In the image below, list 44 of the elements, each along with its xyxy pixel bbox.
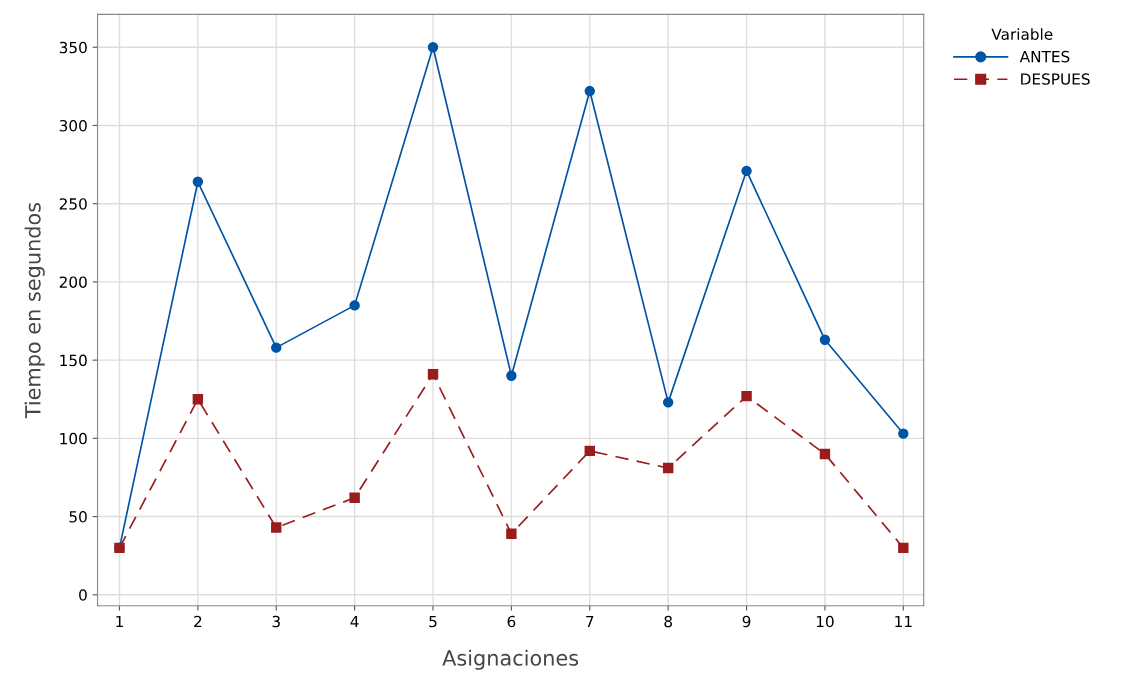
x-tick-label: 2 [194,615,202,628]
y-tick-label: 300 [59,119,87,132]
point [349,300,360,311]
x-tick-label: 6 [507,615,516,628]
x-axis-title: Asignaciones [442,649,579,670]
point [898,428,909,439]
legend-title: Variable [991,28,1053,40]
x-tick-label: 7 [586,615,594,628]
y-tick-label: 200 [59,276,87,288]
x-tick-label: 10 [816,615,834,628]
point [584,85,595,97]
y-tick-label: 350 [59,41,87,54]
y-tick-label: 100 [60,432,87,445]
x-tick-label: 1 [116,615,123,628]
point [506,370,517,381]
y-tick-label: 0 [79,589,87,601]
legend-label: ANTES [1019,50,1070,63]
point [819,448,831,460]
point [427,369,439,380]
point [271,342,282,353]
point [271,522,282,533]
point [898,542,909,554]
y-tick-label: 50 [69,511,87,523]
point [662,462,674,474]
y-tick-label: 150 [60,354,87,367]
y-tick-label: 250 [59,198,87,210]
point [349,492,360,504]
point [192,176,204,188]
x-tick-label: 9 [742,615,751,628]
point [192,394,204,405]
point [741,165,752,177]
x-tick-label: 11 [895,615,912,628]
x-tick-label: 4 [350,615,359,628]
point [819,334,831,346]
legend-label: DESPUES [1021,73,1090,85]
point [662,397,674,408]
point [506,528,517,539]
x-tick-label: 3 [272,615,280,628]
point [741,390,752,402]
point [584,445,595,457]
x-tick-label: 5 [429,615,437,628]
point [427,42,439,53]
y-axis-title: Tiempo en segundos [24,202,45,419]
x-tick-label: 8 [664,615,672,628]
